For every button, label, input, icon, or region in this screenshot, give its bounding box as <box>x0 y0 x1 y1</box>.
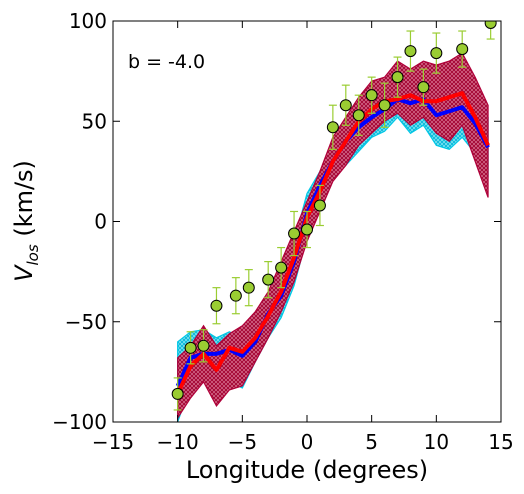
data-point <box>262 261 275 299</box>
point-marker <box>339 99 352 112</box>
data-point <box>210 287 223 325</box>
point-marker <box>197 339 210 352</box>
y-tick-label: −50 <box>65 310 107 334</box>
x-tick-label: −15 <box>92 430 134 454</box>
data-point <box>171 377 184 411</box>
data-point <box>378 82 391 128</box>
point-marker <box>352 109 365 122</box>
point-marker <box>313 199 326 212</box>
x-tick-label: 0 <box>301 430 314 454</box>
point-marker <box>391 71 404 84</box>
data-point <box>197 329 210 363</box>
point-marker <box>378 99 391 112</box>
x-tick-label: −10 <box>157 430 199 454</box>
data-point <box>242 269 255 307</box>
point-marker <box>229 289 242 302</box>
data-point <box>456 30 469 68</box>
x-axis-label: Longitude (degrees) <box>186 456 428 484</box>
data-point <box>229 277 242 315</box>
annotation: b = -4.0 <box>128 51 205 73</box>
y-axis-label: Vlos (km/s) <box>10 160 42 282</box>
data-point <box>391 56 404 98</box>
point-marker <box>430 47 443 60</box>
point-marker <box>365 89 378 102</box>
x-tick-label: 10 <box>424 430 449 454</box>
data-point <box>352 94 365 136</box>
point-marker <box>275 261 288 274</box>
data-point <box>339 84 352 126</box>
point-marker <box>417 81 430 94</box>
point-marker <box>301 223 313 236</box>
data-point <box>288 210 301 257</box>
point-marker <box>262 273 275 286</box>
point-marker <box>484 21 497 30</box>
uncertainty-band-crimson <box>177 52 489 421</box>
x-tick-label: 5 <box>365 430 378 454</box>
point-marker <box>288 227 301 240</box>
data-point <box>404 30 417 72</box>
point-marker <box>456 43 469 56</box>
series-line-2 <box>175 91 490 395</box>
y-tick-label: −100 <box>52 410 107 434</box>
point-marker <box>326 121 339 134</box>
point-marker <box>404 45 417 58</box>
y-axis-label-unit: (km/s) <box>10 160 38 244</box>
plot-area <box>171 21 497 422</box>
data-point <box>184 331 197 365</box>
data-point <box>417 68 430 106</box>
data-point <box>365 76 378 114</box>
point-marker <box>242 281 255 294</box>
x-tick-label: 15 <box>488 430 513 454</box>
y-tick-label: 100 <box>69 9 107 33</box>
point-marker <box>171 387 184 400</box>
data-point <box>275 246 288 289</box>
point-marker <box>184 341 197 354</box>
data-point <box>313 184 326 227</box>
y-tick-label: 50 <box>82 109 107 133</box>
data-point <box>484 21 497 40</box>
y-axis-label-main: V <box>10 264 38 282</box>
data-point <box>430 32 443 74</box>
y-tick-label: 0 <box>94 210 107 234</box>
x-tick-label: −5 <box>228 430 257 454</box>
data-point <box>326 104 339 150</box>
point-marker <box>210 299 223 312</box>
data-point <box>301 210 313 249</box>
y-axis-label-sub: los <box>24 244 42 265</box>
